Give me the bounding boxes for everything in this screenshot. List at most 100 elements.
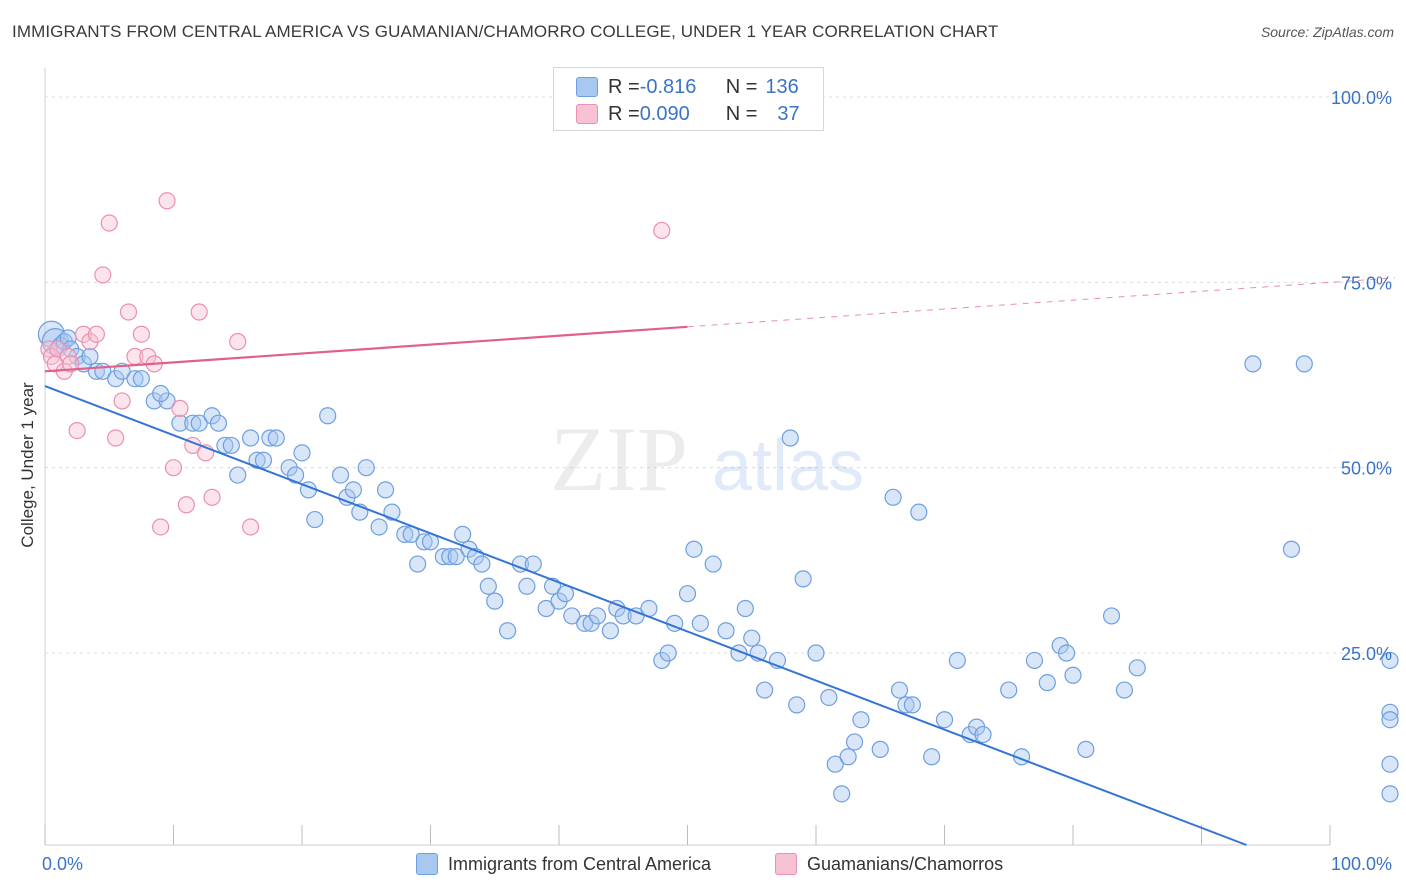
chart-title: IMMIGRANTS FROM CENTRAL AMERICA VS GUAMA… bbox=[12, 22, 999, 41]
point-central-america bbox=[479, 577, 497, 595]
point-central-america bbox=[833, 785, 851, 803]
y-tick-label: 50.0% bbox=[1341, 459, 1392, 479]
point-central-america bbox=[254, 451, 273, 469]
point-central-america bbox=[871, 740, 889, 758]
point-central-america bbox=[890, 681, 909, 699]
legend-r-label: R = bbox=[608, 102, 640, 125]
point-central-america bbox=[216, 436, 234, 455]
point-central-america bbox=[1244, 355, 1262, 373]
y-axis-label: College, Under 1 year bbox=[18, 382, 37, 548]
point-central-america bbox=[376, 481, 395, 499]
point-central-america bbox=[974, 725, 992, 744]
point-central-america bbox=[910, 503, 928, 521]
point-guamanian bbox=[203, 488, 221, 506]
point-central-america bbox=[1381, 711, 1399, 729]
point-central-america bbox=[601, 622, 620, 640]
point-central-america bbox=[81, 347, 99, 366]
point-central-america bbox=[685, 540, 703, 558]
point-central-america bbox=[132, 370, 150, 388]
point-guamanian bbox=[132, 325, 150, 343]
point-central-america bbox=[1064, 666, 1082, 684]
trend-lines bbox=[44, 277, 1396, 846]
point-central-america bbox=[286, 466, 305, 484]
point-central-america bbox=[704, 555, 722, 573]
point-central-america bbox=[807, 644, 825, 662]
point-central-america bbox=[1381, 785, 1399, 803]
point-guamanian bbox=[229, 333, 247, 351]
y-tick-label: 75.0% bbox=[1341, 273, 1392, 293]
trend-line-central-america bbox=[44, 385, 1247, 846]
bottom-legend-swatch-pink bbox=[775, 853, 797, 875]
point-guamanian bbox=[653, 221, 671, 240]
point-central-america bbox=[190, 414, 208, 432]
point-central-america bbox=[1077, 740, 1095, 758]
point-central-america bbox=[486, 592, 504, 610]
point-central-america bbox=[717, 622, 735, 640]
point-central-america bbox=[1115, 681, 1134, 699]
point-central-america bbox=[884, 488, 902, 506]
point-central-america bbox=[434, 548, 452, 566]
point-central-america bbox=[852, 711, 870, 729]
point-central-america bbox=[659, 644, 677, 662]
point-guamanian bbox=[171, 399, 189, 417]
x-tick-label: 100.0% bbox=[1331, 854, 1392, 874]
legend-n-value: 136 bbox=[765, 75, 799, 98]
point-central-america bbox=[248, 451, 266, 469]
point-central-america bbox=[1025, 651, 1044, 670]
point-guamanian bbox=[190, 303, 208, 321]
point-central-america bbox=[563, 607, 581, 625]
point-guamanian bbox=[107, 429, 125, 447]
point-central-america bbox=[454, 525, 472, 543]
point-central-america bbox=[499, 622, 517, 640]
point-central-america bbox=[1381, 651, 1399, 670]
point-central-america bbox=[537, 599, 555, 618]
point-central-america bbox=[415, 533, 433, 551]
bottom-legend-label-blue: Immigrants from Central America bbox=[448, 853, 712, 874]
trend-line-guamanian bbox=[44, 325, 688, 373]
point-central-america bbox=[576, 614, 594, 632]
legend-row-blue: R = -0.816 N = 136 bbox=[554, 73, 799, 101]
watermark-zip: ZIP bbox=[550, 408, 688, 510]
point-central-america bbox=[923, 748, 941, 766]
point-guamanian bbox=[94, 266, 112, 284]
point-guamanian bbox=[100, 214, 118, 232]
point-central-america bbox=[152, 384, 170, 403]
point-central-america bbox=[1128, 659, 1146, 677]
point-guamanian bbox=[152, 518, 170, 536]
point-central-america bbox=[678, 585, 697, 603]
point-central-america bbox=[948, 651, 966, 670]
watermark-atlas: atlas bbox=[712, 426, 864, 506]
axes bbox=[44, 68, 1331, 846]
point-central-america bbox=[755, 681, 774, 699]
point-central-america bbox=[781, 429, 799, 447]
stats-legend: R = -0.816 N = 136 R = 0.090 N = 37 bbox=[553, 67, 824, 131]
point-central-america bbox=[788, 696, 806, 714]
point-central-america bbox=[319, 407, 337, 425]
point-central-america bbox=[1102, 607, 1121, 625]
point-central-america bbox=[293, 444, 311, 462]
y-tick-label: 100.0% bbox=[1331, 88, 1392, 108]
legend-row-pink: R = 0.090 N = 37 bbox=[554, 100, 800, 128]
point-guamanian bbox=[87, 325, 106, 343]
legend-r-value: -0.816 bbox=[639, 75, 697, 98]
point-central-america bbox=[691, 614, 709, 632]
grid-lines bbox=[45, 96, 1395, 654]
point-central-america bbox=[242, 429, 260, 447]
point-guamanian bbox=[177, 496, 195, 514]
point-central-america bbox=[306, 510, 324, 529]
point-central-america bbox=[1038, 674, 1056, 692]
point-central-america bbox=[441, 548, 459, 566]
point-central-america bbox=[743, 629, 761, 647]
point-central-america bbox=[171, 414, 189, 432]
y-tick-label: 25.0% bbox=[1341, 644, 1392, 664]
point-guamanian bbox=[68, 422, 86, 440]
point-central-america bbox=[370, 518, 388, 536]
point-central-america bbox=[903, 696, 921, 714]
point-central-america bbox=[794, 570, 812, 588]
trend-line-guamanian-extension bbox=[687, 277, 1396, 328]
legend-n-label: N = bbox=[725, 102, 758, 125]
point-central-america bbox=[396, 525, 414, 543]
axis-labels: 25.0% 50.0% 75.0% 100.0% 0.0% 100.0% College, … bbox=[18, 88, 1392, 874]
point-central-america bbox=[845, 733, 864, 751]
point-central-america bbox=[409, 555, 427, 573]
